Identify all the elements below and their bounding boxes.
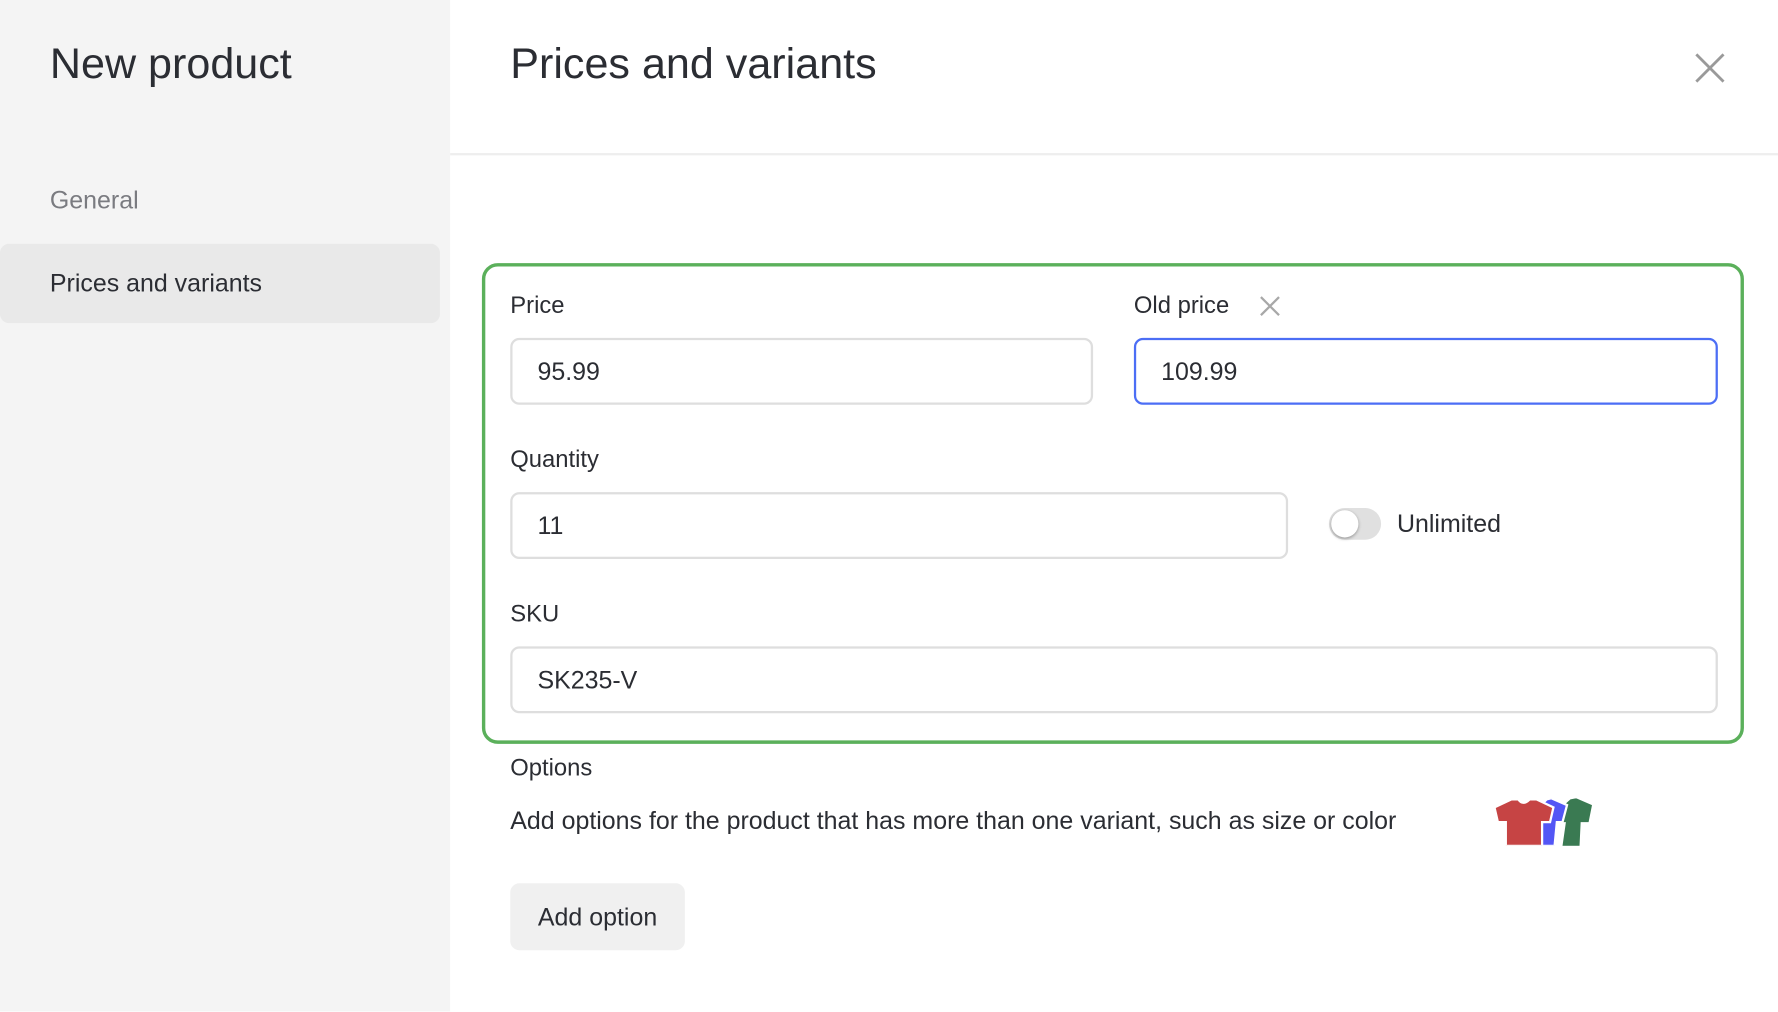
old-price-label: Old price [1133,292,1230,319]
highlighted-section [481,263,1744,744]
clear-old-price-icon[interactable] [1259,295,1282,318]
price-input[interactable]: 95.99 [510,337,1094,405]
page-title: Prices and variants [510,40,877,89]
sidebar-item-prices-and-variants[interactable]: Prices and variants [0,243,440,324]
header-divider [450,153,1778,156]
tshirts-icon [1493,797,1592,848]
unlimited-label: Unlimited [1396,509,1501,538]
quantity-input[interactable]: 11 [510,492,1289,560]
close-icon[interactable] [1692,50,1728,86]
price-label: Price [510,292,565,319]
sku-label: SKU [510,600,560,628]
unlimited-toggle[interactable] [1328,507,1382,540]
sidebar-title: New product [49,40,292,89]
add-option-button[interactable]: Add option [510,883,685,951]
sku-input[interactable]: SK235-V [510,646,1718,714]
quantity-label: Quantity [510,446,599,473]
old-price-input[interactable]: 109.99 [1133,337,1718,405]
toggle-knob [1331,510,1359,538]
sidebar-item-label: General [49,185,139,215]
options-description: Add options for the product that has mor… [510,806,1397,835]
sidebar-item-label: Prices and variants [49,268,263,298]
sidebar-item-general[interactable]: General [0,161,440,240]
options-title: Options [510,755,593,782]
sidebar: New product General Prices and variants [0,0,451,1012]
